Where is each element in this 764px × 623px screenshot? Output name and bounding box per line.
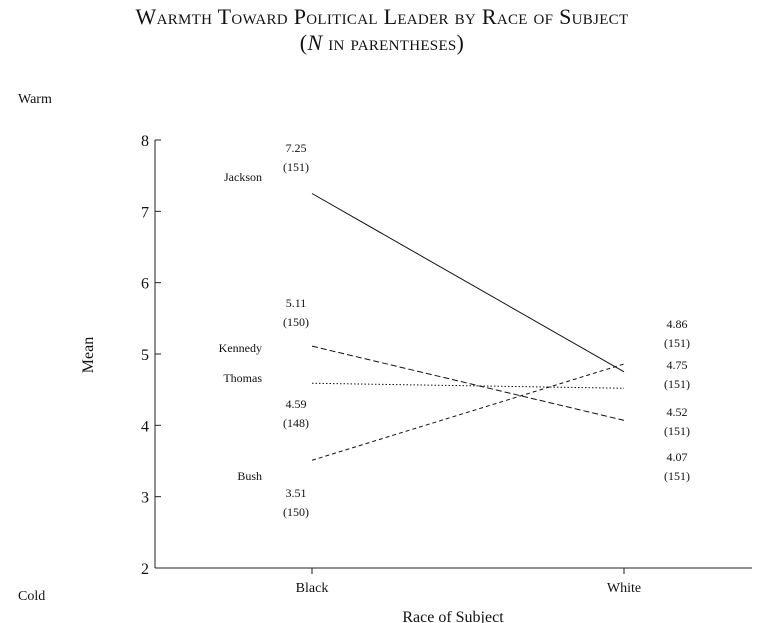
n-label-white-thomas: (151) bbox=[664, 424, 690, 438]
subtitle-rest: in parentheses) bbox=[322, 30, 465, 55]
n-label-white-bush: (151) bbox=[664, 336, 690, 350]
x-tick-label-white: White bbox=[607, 581, 641, 596]
warm-label: Warm bbox=[18, 92, 52, 107]
y-tick-label: 6 bbox=[141, 276, 149, 293]
value-label-black-thomas: 4.59 bbox=[286, 397, 307, 411]
y-tick-label: 4 bbox=[141, 418, 149, 435]
y-axis-title: Mean bbox=[80, 337, 97, 373]
y-tick-label: 7 bbox=[141, 204, 149, 221]
n-label-black-bush: (150) bbox=[283, 505, 309, 519]
value-label-black-bush: 3.51 bbox=[286, 486, 307, 500]
x-axis-title: Race of Subject bbox=[402, 609, 504, 623]
value-label-black-jackson: 7.25 bbox=[286, 141, 307, 155]
chart-subtitle: (N in parentheses) bbox=[299, 30, 465, 55]
axes: 2 3 4 5 6 7 8 Black White bbox=[141, 133, 752, 596]
series-line-bush bbox=[311, 363, 625, 461]
n-label-black-kennedy: (150) bbox=[283, 315, 309, 329]
value-label-white-bush: 4.86 bbox=[667, 317, 688, 331]
y-tick-label: 2 bbox=[141, 561, 149, 578]
subtitle-n: N bbox=[307, 30, 323, 55]
n-label-black-jackson: (151) bbox=[283, 160, 309, 174]
y-tick-label: 5 bbox=[141, 347, 149, 364]
y-tick-label: 8 bbox=[141, 133, 149, 150]
value-label-white-kennedy: 4.07 bbox=[667, 450, 688, 464]
series-line-jackson bbox=[311, 193, 625, 373]
series-name-thomas: Thomas bbox=[223, 371, 262, 385]
chart-title: Warmth Toward Political Leader by Race o… bbox=[135, 4, 629, 29]
value-label-black-kennedy: 5.11 bbox=[286, 296, 307, 310]
n-label-white-kennedy: (151) bbox=[664, 469, 690, 483]
n-label-black-thomas: (148) bbox=[283, 416, 309, 430]
series-name-kennedy: Kennedy bbox=[219, 341, 262, 355]
value-label-white-jackson: 4.75 bbox=[667, 358, 688, 372]
x-tick-label-black: Black bbox=[296, 581, 329, 596]
series-name-bush: Bush bbox=[237, 469, 262, 483]
series-lines bbox=[311, 193, 625, 461]
data-labels: Jackson 7.25 (151) 4.75 (151) Kennedy 5.11 (150… bbox=[219, 141, 690, 519]
series-line-kennedy bbox=[311, 345, 625, 421]
cold-label: Cold bbox=[18, 589, 46, 604]
y-tick-label: 3 bbox=[141, 490, 149, 507]
value-label-white-thomas: 4.52 bbox=[667, 405, 688, 419]
series-name-jackson: Jackson bbox=[224, 170, 262, 184]
series-line-thomas bbox=[311, 382, 625, 389]
n-label-white-jackson: (151) bbox=[664, 377, 690, 391]
